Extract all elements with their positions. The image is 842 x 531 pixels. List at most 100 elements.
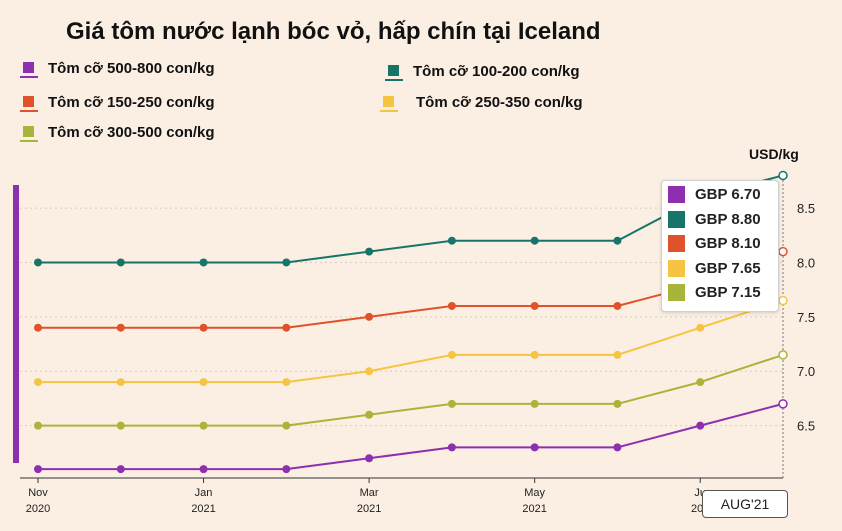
tooltip-row: GBP 7.65 <box>668 259 761 277</box>
series-point <box>530 443 539 452</box>
series-point <box>282 323 291 332</box>
series-point-highlight <box>778 295 788 306</box>
tooltip-row: GBP 8.80 <box>668 210 761 228</box>
chart-title: Giá tôm nước lạnh bóc vỏ, hấp chín tại I… <box>66 18 601 45</box>
legend-label: Tôm cỡ 150-250 con/kg <box>48 94 215 111</box>
series-point <box>199 323 208 332</box>
series-point-highlight <box>778 170 788 181</box>
series-point <box>199 421 208 430</box>
series-point <box>365 247 374 256</box>
legend-item-500-800[interactable]: Tôm cỡ 500-800 con/kg <box>20 60 215 78</box>
y-tick-label: 8.0 <box>797 255 815 270</box>
series-point <box>696 421 705 430</box>
series-point <box>613 443 622 452</box>
tooltip-swatch <box>668 235 685 252</box>
legend-item-250-350[interactable]: Tôm cỡ 250-350 con/kg <box>380 94 583 112</box>
x-tick-month: Ju <box>694 487 706 499</box>
series-point <box>530 350 539 359</box>
legend-item-100-200[interactable]: Tôm cỡ 100-200 con/kg <box>385 63 580 81</box>
series-point <box>696 323 705 332</box>
series-point <box>199 465 208 474</box>
x-tick-year: 2021 <box>522 503 546 515</box>
series-250-350 <box>34 295 788 387</box>
y-tick-labels: 6.5 7.0 7.5 8.0 8.5 <box>797 201 815 434</box>
series-point <box>530 236 539 245</box>
series-point <box>34 378 42 387</box>
x-tick-year: 2020 <box>26 503 50 515</box>
tooltip-value: GBP 8.10 <box>695 235 761 252</box>
series-point <box>447 443 456 452</box>
series-point <box>613 236 622 245</box>
series-point <box>530 399 539 408</box>
date-badge: AUG'21 <box>702 490 788 518</box>
series-point <box>116 421 125 430</box>
x-tick-month: Mar <box>360 487 379 499</box>
x-axis <box>20 477 783 483</box>
series-point <box>116 258 125 267</box>
legend-swatch <box>20 96 38 112</box>
series-point <box>365 410 374 419</box>
tooltip-swatch <box>668 284 685 301</box>
series-point-highlight <box>778 399 788 409</box>
series-point <box>34 465 42 474</box>
series-point <box>34 258 42 267</box>
series-point <box>34 421 42 430</box>
tooltip-value: GBP 7.65 <box>695 259 761 277</box>
y-tick-label: 7.0 <box>797 364 815 379</box>
series-point <box>116 465 125 474</box>
series-point <box>696 378 705 387</box>
tooltip-value: GBP 8.80 <box>695 210 761 228</box>
y-axis-unit-label: USD/kg <box>749 146 799 162</box>
series-point-highlight <box>778 246 788 257</box>
tooltip-swatch <box>668 259 685 277</box>
series-point <box>282 465 291 474</box>
series-line <box>38 402 784 471</box>
x-tick-month: Jan <box>195 487 213 499</box>
series-point <box>282 421 291 430</box>
legend-item-150-250[interactable]: Tôm cỡ 150-250 con/kg <box>20 94 215 112</box>
tooltip-swatch <box>668 210 685 228</box>
series-point <box>282 258 291 267</box>
series-line <box>38 250 784 329</box>
legend-label: Tôm cỡ 250-350 con/kg <box>416 94 583 111</box>
series-lines <box>34 170 788 474</box>
series-point <box>530 301 539 310</box>
legend-swatch <box>20 62 38 78</box>
legend-label: Tôm cỡ 100-200 con/kg <box>413 63 580 80</box>
series-point <box>199 258 208 267</box>
series-500-800 <box>34 399 788 474</box>
legend-label: Tôm cỡ 300-500 con/kg <box>48 124 215 141</box>
y-tick-label: 7.5 <box>797 310 815 325</box>
series-point <box>447 399 456 408</box>
series-point <box>282 378 291 387</box>
series-point <box>613 350 622 359</box>
y-tick-label: 8.5 <box>797 201 815 216</box>
series-line <box>38 174 784 264</box>
series-point <box>365 312 374 321</box>
series-point <box>447 350 456 359</box>
series-point <box>199 378 208 387</box>
series-point <box>116 323 125 332</box>
legend-swatch <box>385 65 403 81</box>
gridlines <box>20 207 783 427</box>
value-tooltip: GBP 6.70 GBP 8.80 GBP 8.10 GBP 7.65 GBP 7.15 <box>661 180 779 312</box>
series-point <box>613 399 622 408</box>
x-tick-month: Nov <box>28 487 48 499</box>
legend-swatch <box>20 126 38 142</box>
tooltip-swatch <box>668 186 685 203</box>
tooltip-value: GBP 7.15 <box>695 284 761 301</box>
series-line <box>38 299 784 384</box>
left-accent-bar <box>13 185 19 463</box>
series-point <box>365 367 374 376</box>
x-tick-month: May <box>524 487 545 499</box>
series-point <box>447 236 456 245</box>
x-tick-year: 2021 <box>357 503 381 515</box>
legend-item-300-500[interactable]: Tôm cỡ 300-500 con/kg <box>20 124 215 142</box>
series-point-highlight <box>778 350 788 360</box>
series-point <box>365 454 374 463</box>
tooltip-row: GBP 6.70 <box>668 186 761 203</box>
tooltip-row: GBP 8.10 <box>668 235 761 252</box>
tooltip-value: GBP 6.70 <box>695 186 761 203</box>
